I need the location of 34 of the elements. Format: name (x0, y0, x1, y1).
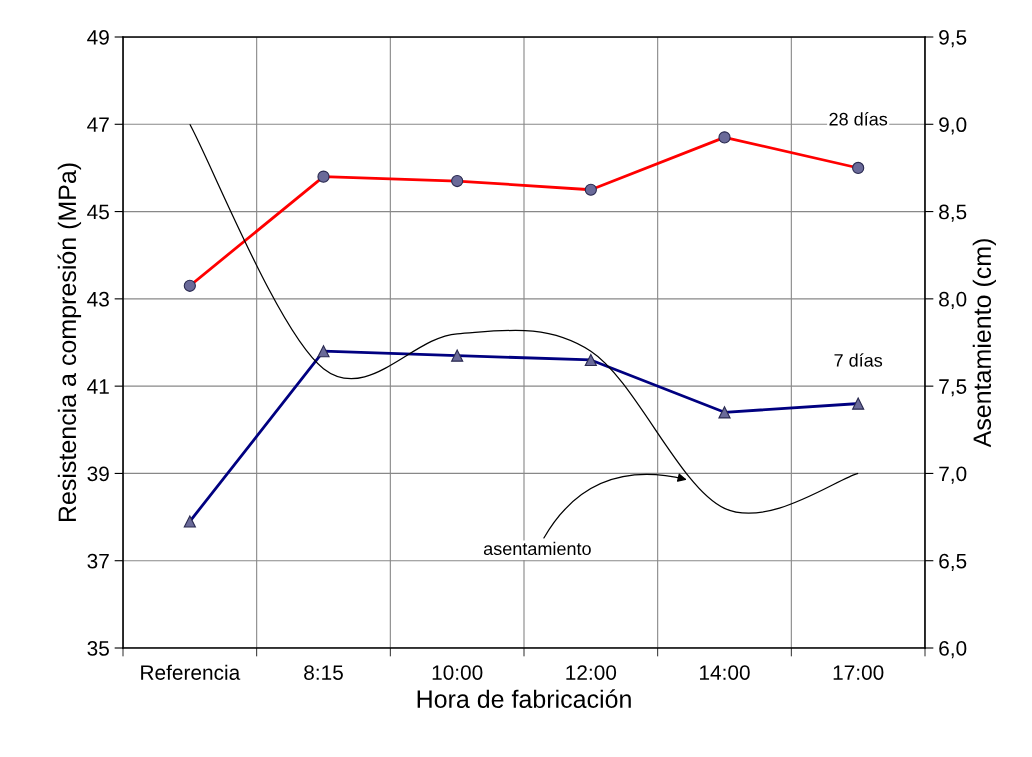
y-tick-label: 47 (87, 117, 109, 132)
x-axis-title: Hora de fabricación (417, 689, 631, 709)
y-tick-label: 37 (87, 553, 109, 569)
y-tick-label: 43 (87, 291, 109, 307)
point (317, 345, 330, 358)
y2-tick-label: 8,5 (939, 204, 967, 222)
x-tick-label: 17:00 (833, 665, 884, 680)
y-tick-label: 45 (87, 204, 109, 220)
y2-tick-label: 9,0 (939, 117, 967, 135)
y2-tick-label: 6,5 (939, 553, 967, 571)
text: 7 días (834, 353, 883, 367)
x-tick-label: 8:15 (304, 665, 343, 680)
x-tick-label: 12:00 (566, 665, 617, 680)
y-tick-label: 49 (87, 30, 109, 45)
point (852, 397, 865, 410)
y2-tick-label: 6,0 (939, 641, 967, 659)
x-tick-label: 10:00 (432, 665, 483, 680)
y-tick-label: 39 (87, 466, 109, 482)
point (451, 349, 464, 362)
text: asentamiento (483, 541, 591, 556)
series-label: 28 días (829, 112, 888, 126)
point (718, 406, 731, 419)
x-tick-label: 14:00 (700, 665, 750, 680)
y-tick-label: 41 (87, 379, 109, 394)
point (183, 515, 196, 528)
y-tick-label: 35 (87, 641, 109, 656)
y2-tick-label: 9,5 (939, 30, 967, 48)
y-axis-title: Resistencia a compresión (MPa) (57, 163, 82, 522)
y2-axis-title: Asentamiento (cm) (972, 239, 996, 448)
x-tick-label: Referencia (141, 664, 241, 680)
y2-tick-label: 7,0 (939, 466, 967, 484)
point (584, 353, 597, 367)
y2-tick-label: 8,0 (939, 291, 967, 310)
y2-tick-label: 7,5 (939, 379, 967, 397)
